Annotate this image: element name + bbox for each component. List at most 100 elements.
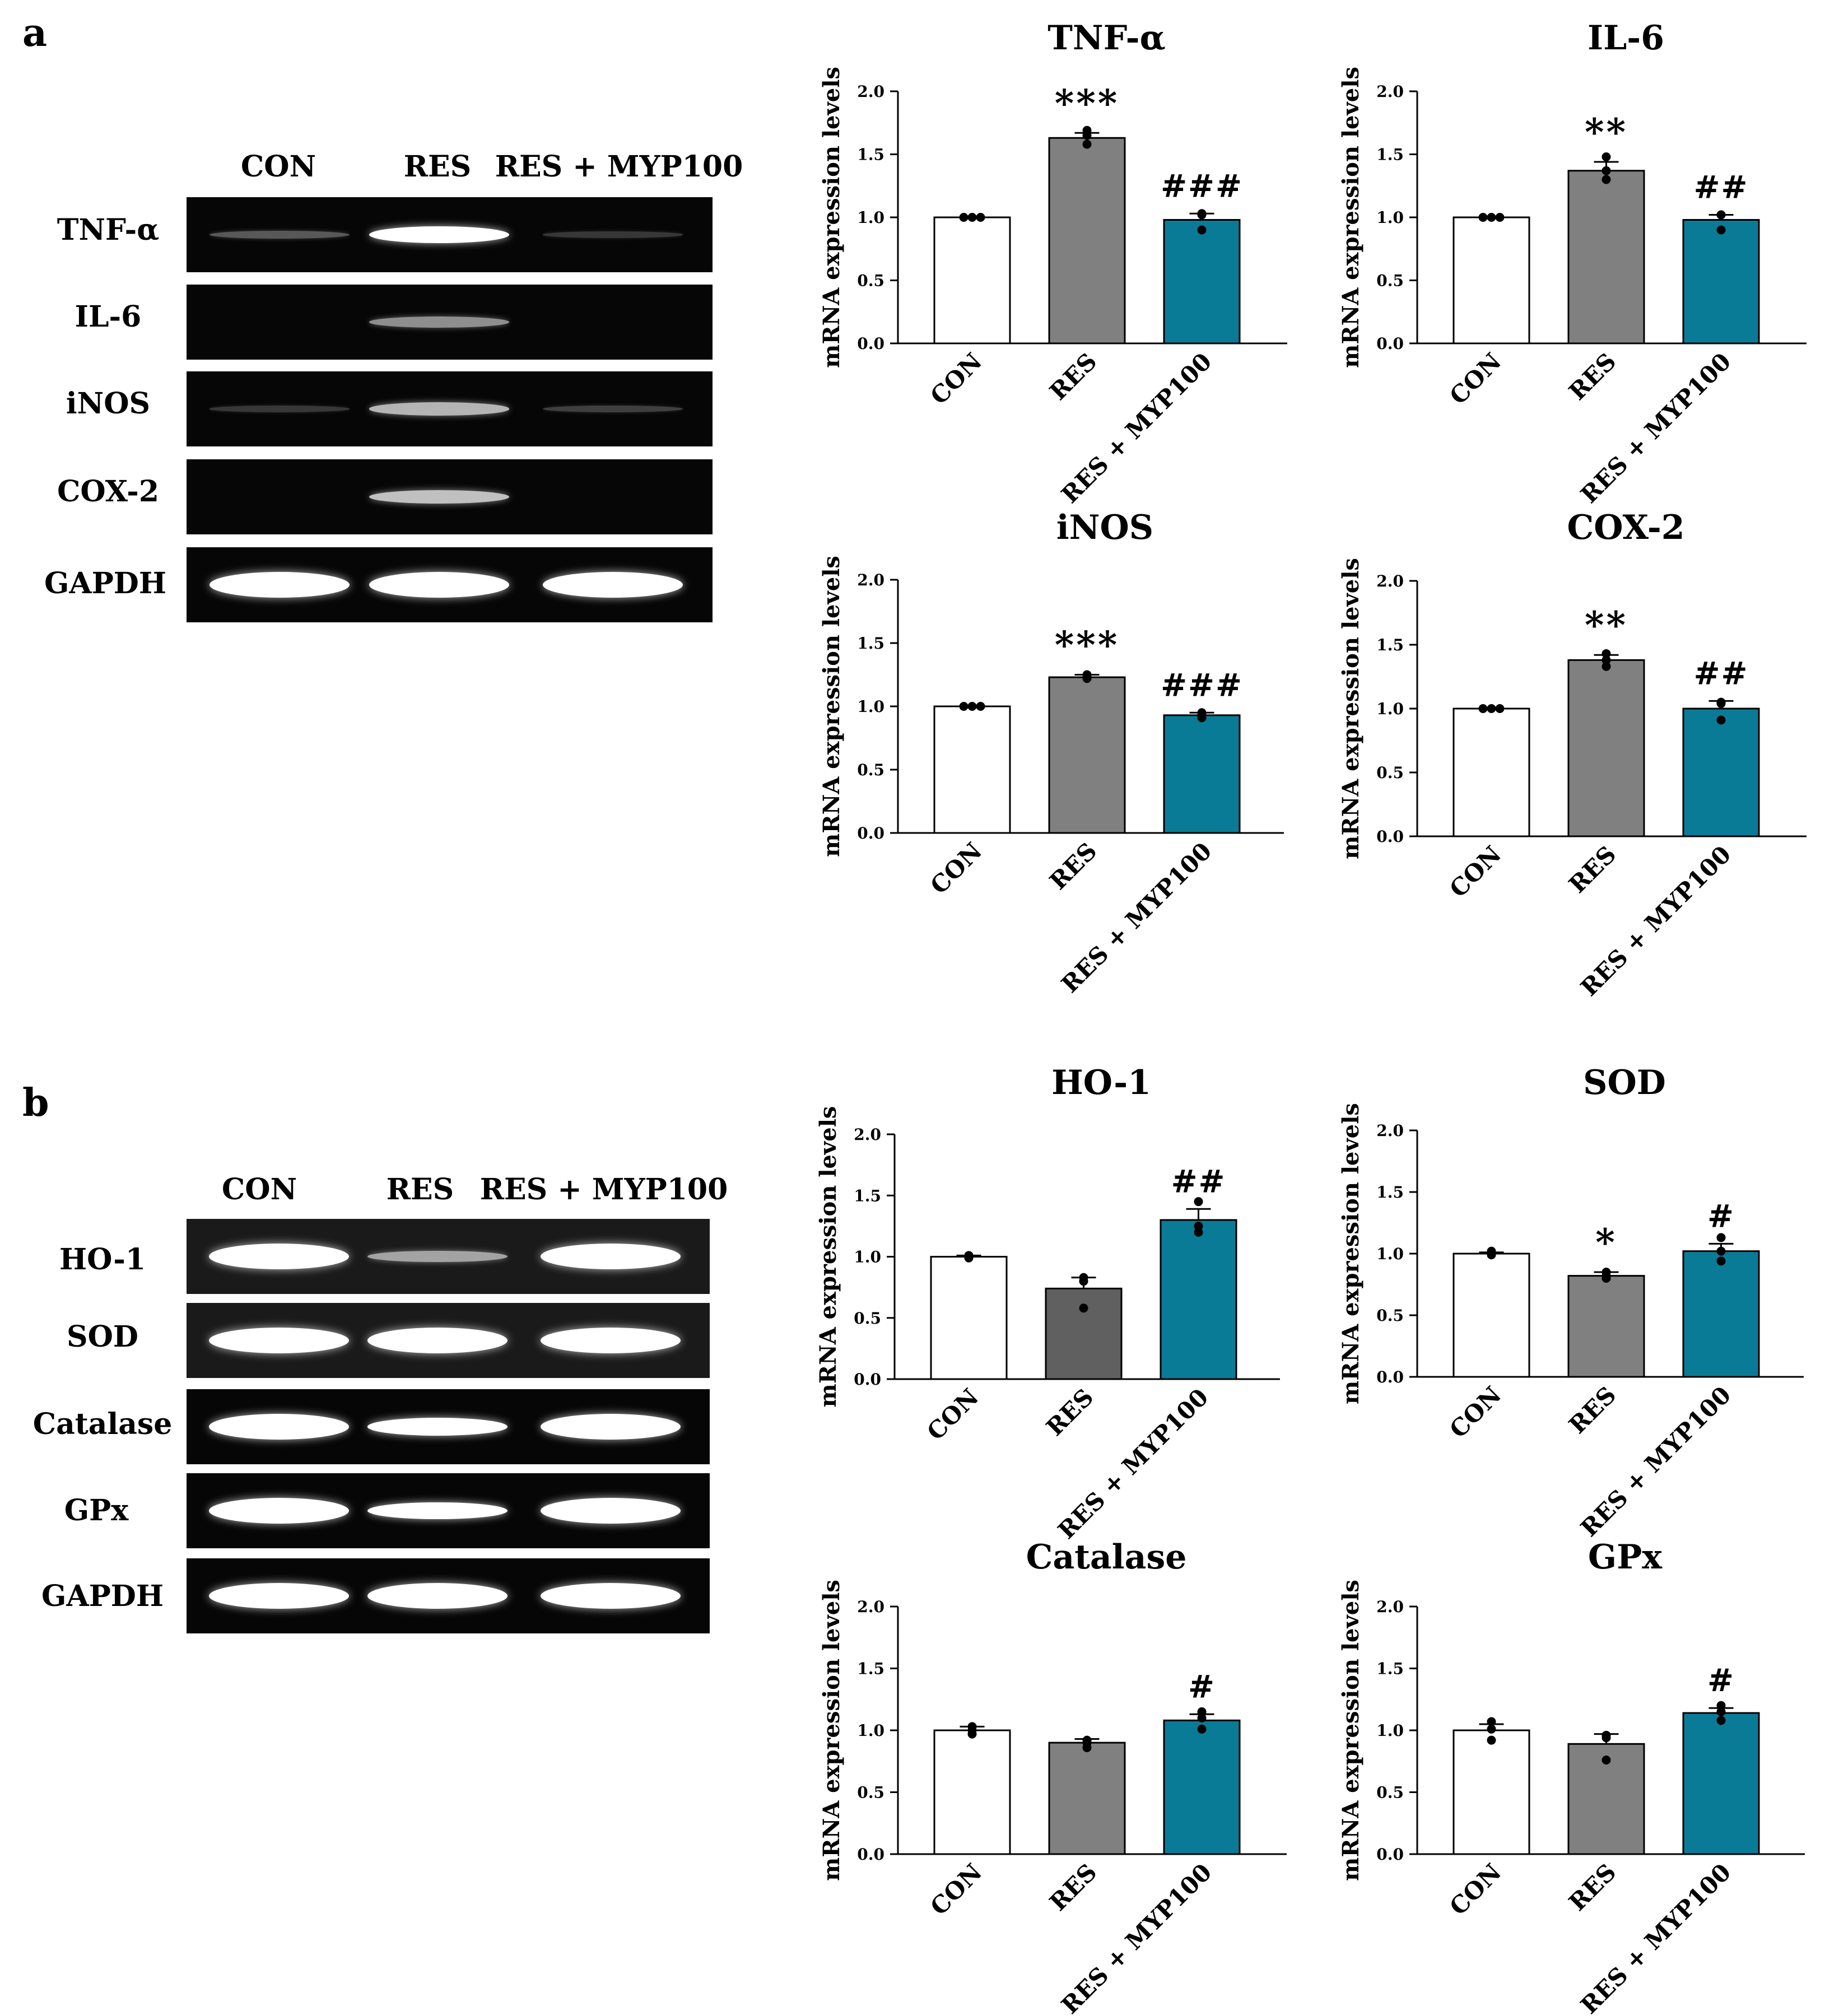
data-point: [1601, 152, 1611, 161]
data-point: [1601, 662, 1611, 671]
lane-header-res-b: RES: [386, 1172, 454, 1207]
bar-res: [1048, 137, 1126, 344]
chart-gpx: GPx 0.0 0.5 1.0 1.5 2.0 mRNA expression levels…: [1338, 1538, 1805, 2016]
gene-label-sod: SOD: [67, 1320, 138, 1354]
y-tick-label: 0.0: [1376, 827, 1404, 846]
gene-label-gapdh-a: GAPDH: [44, 566, 167, 600]
gel-band-ho-1-lane-3: [540, 1244, 681, 1269]
gel-band-sod-lane-3: [540, 1328, 681, 1353]
gel-band-cox-2-lane-2: [369, 490, 509, 504]
y-tick-label: 1.5: [857, 1660, 884, 1678]
data-point: [967, 213, 977, 222]
data-point: [1601, 1756, 1611, 1765]
gene-label-catalase: Catalase: [32, 1407, 173, 1441]
gel-strip-cox2: [187, 459, 713, 534]
lane-header-res-myp100: RES + MYP100: [495, 150, 743, 184]
bar-con: [933, 1729, 1011, 1855]
data-point: [1495, 704, 1505, 713]
significance-annotation: ###: [1161, 167, 1243, 204]
chart-title: SOD: [1583, 1063, 1666, 1102]
y-tick-label: 1.0: [854, 1248, 881, 1267]
gel-band-sod-lane-1: [209, 1328, 350, 1353]
y-tick-label: 0.5: [857, 1784, 884, 1802]
data-point: [1197, 225, 1207, 235]
chart-title: Catalase: [1026, 1538, 1187, 1577]
data-point: [1716, 1256, 1726, 1266]
gel-band-gpx-lane-1: [209, 1498, 350, 1524]
y-axis-label: mRNA expression levels: [818, 1580, 845, 1881]
data-point: [967, 1722, 977, 1731]
gel-band-tnf--lane-1: [209, 230, 350, 239]
x-tick-label: RES: [1044, 347, 1102, 405]
gene-label-gapdh-b: GAPDH: [41, 1579, 164, 1613]
y-axis-label: mRNA expression levels: [815, 1106, 841, 1408]
y-tick-label: 2.0: [1376, 1121, 1404, 1140]
gel-band-catalase-lane-3: [540, 1414, 681, 1440]
data-point: [1478, 704, 1488, 713]
bar-res-myp100: [1163, 714, 1241, 834]
data-point: [1716, 210, 1726, 220]
y-tick-label: 1.0: [1376, 1721, 1404, 1740]
gel-band-il-6-lane-2: [369, 316, 509, 328]
data-point: [1487, 1724, 1496, 1734]
lane-header-res: RES: [403, 150, 472, 184]
bar-con: [1452, 707, 1530, 837]
lane-header-con-b: CON: [221, 1172, 297, 1207]
bar-res-myp100: [1163, 219, 1241, 344]
y-tick-label: 1.0: [857, 208, 884, 227]
data-point: [1716, 715, 1726, 725]
gel-band-inos-lane-1: [209, 406, 350, 412]
y-axis-label: mRNA expression levels: [1338, 67, 1364, 368]
y-tick-label: 1.5: [1376, 1183, 1404, 1202]
x-tick-label: RES: [1041, 1383, 1098, 1441]
y-tick-label: 0.5: [1376, 763, 1404, 782]
y-tick-label: 1.5: [857, 146, 884, 164]
data-point: [976, 702, 985, 711]
bar-con: [933, 705, 1011, 834]
data-point: [1487, 1735, 1496, 1745]
x-tick-label: CON: [925, 347, 987, 409]
bar-res: [1045, 1287, 1123, 1380]
x-tick-label: RES: [1563, 1858, 1621, 1916]
chart-title: iNOS: [1056, 508, 1153, 547]
gene-label-il6: IL-6: [75, 300, 142, 334]
x-tick-label: CON: [925, 1858, 987, 1920]
bar-res-myp100: [1682, 1250, 1760, 1378]
y-axis-label: mRNA expression levels: [818, 556, 845, 857]
y-tick-label: 0.0: [1376, 1368, 1404, 1386]
gel-band-ho-1-lane-1: [209, 1244, 350, 1269]
data-point: [1716, 697, 1726, 707]
chart-title: GPx: [1588, 1538, 1663, 1577]
x-tick-label: RES: [1563, 347, 1621, 405]
data-point: [1079, 1303, 1088, 1313]
panel-label-a: a: [22, 11, 48, 55]
gene-label-cox2: COX-2: [57, 474, 160, 509]
data-point: [1197, 209, 1207, 218]
x-tick-label: CON: [925, 837, 987, 899]
chart-catalase: Catalase 0.0 0.5 1.0 1.5 2.0 mRNA expression l…: [818, 1538, 1287, 2016]
gel-band-ho-1-lane-2: [367, 1250, 508, 1263]
y-tick-label: 1.5: [857, 634, 884, 653]
gel-band-sod-lane-2: [367, 1328, 508, 1353]
y-axis-label: mRNA expression levels: [1338, 1103, 1364, 1404]
bar-res-myp100: [1682, 1712, 1760, 1855]
x-tick-label: CON: [921, 1383, 984, 1445]
x-tick-label: CON: [1444, 347, 1506, 409]
chart-cox-2: COX-2 0.0 0.5 1.0 1.5 2.0 mRNA expression leve…: [1338, 508, 1807, 1002]
significance-annotation: ##: [1694, 169, 1749, 206]
data-point: [964, 1251, 974, 1260]
y-axis-label: mRNA expression levels: [1338, 558, 1364, 859]
data-point: [1495, 213, 1505, 222]
significance-annotation: ###: [1161, 667, 1243, 704]
gel-band-gapdh-lane-1: [209, 572, 350, 598]
data-point: [959, 213, 969, 222]
chart-il-6: IL-6 0.0 0.5 1.0 1.5 2.0 mRNA expression level…: [1338, 18, 1807, 509]
chart-title: COX-2: [1567, 508, 1684, 547]
x-tick-label: RES: [1563, 840, 1621, 898]
data-point: [976, 213, 985, 222]
data-point: [1197, 1724, 1207, 1734]
data-point: [1487, 213, 1496, 222]
gel-band-inos-lane-3: [542, 406, 683, 412]
significance-annotation: **: [1585, 110, 1628, 154]
data-point: [1601, 1730, 1611, 1740]
